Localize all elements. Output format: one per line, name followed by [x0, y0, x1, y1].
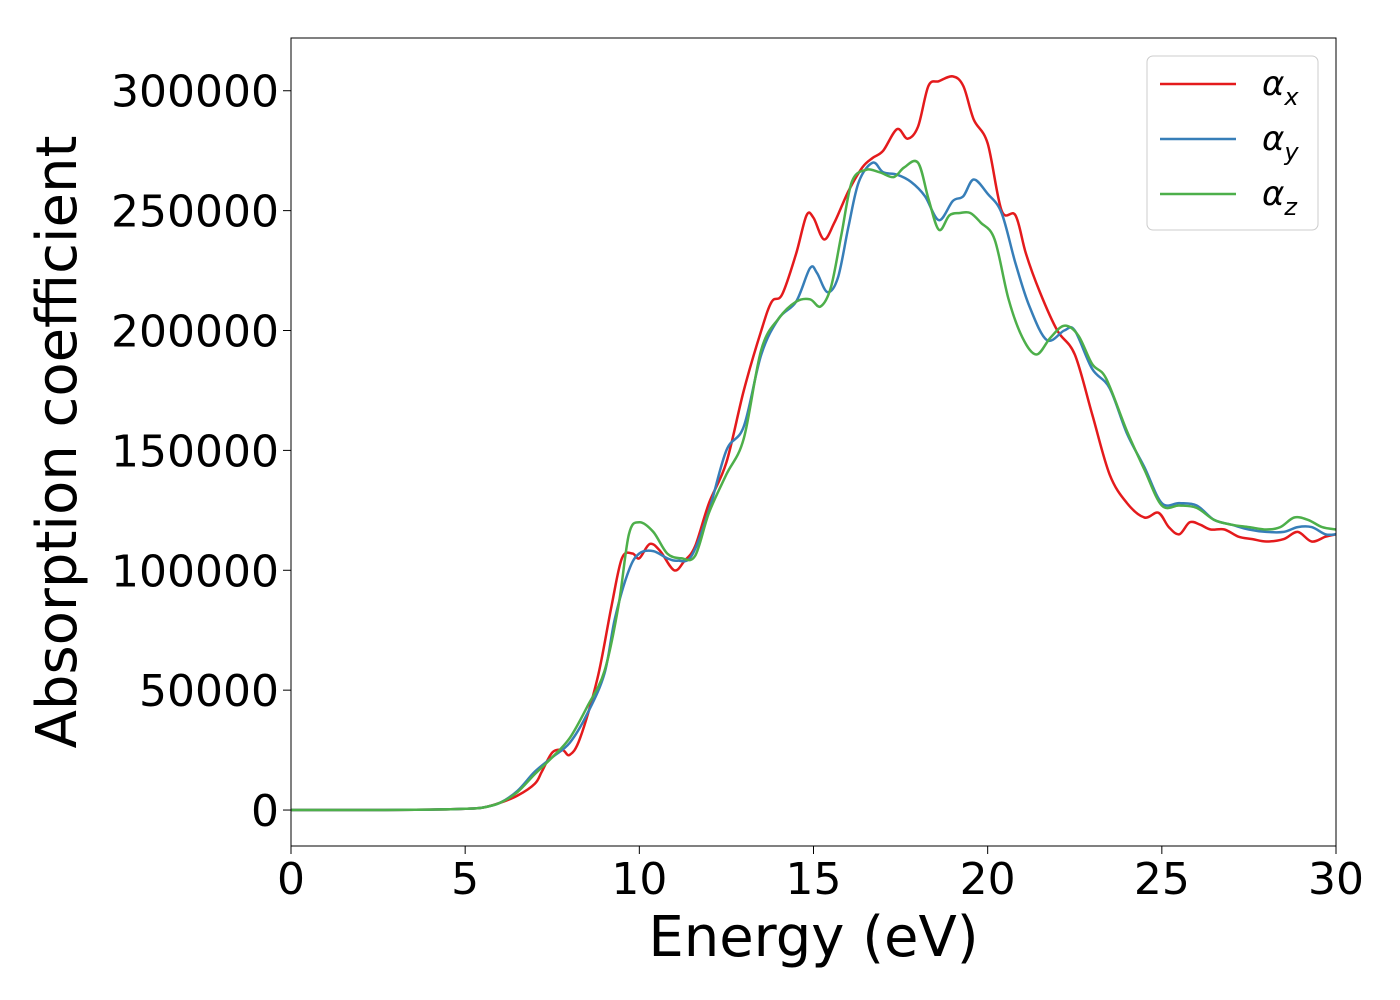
y-tick-label: 250000 — [111, 187, 279, 238]
y-tick-label: 50000 — [139, 666, 279, 717]
x-tick-label: 20 — [960, 854, 1016, 905]
legend-box — [1146, 55, 1319, 231]
x-tick-label: 5 — [451, 854, 479, 905]
series-layer — [290, 75, 1337, 812]
x-tick-label: 10 — [611, 854, 667, 905]
y-tick-label: 150000 — [111, 426, 279, 477]
series-line-z — [290, 159, 1337, 812]
series-line-x — [290, 75, 1337, 812]
x-tick-label: 0 — [277, 854, 305, 905]
y-axis: 0 50000 100000 150000 200000 250000 300000 — [111, 67, 291, 837]
x-tick-label: 15 — [786, 854, 842, 905]
x-tick-label: 25 — [1134, 854, 1190, 905]
legend-label-z: αz — [1262, 174, 1298, 221]
y-tick-label: 100000 — [111, 546, 279, 597]
y-tick-label: 0 — [251, 786, 279, 837]
series-line-y — [290, 161, 1337, 812]
y-tick-label: 300000 — [111, 67, 279, 118]
legend-label-y: αy — [1262, 119, 1299, 166]
x-axis: 0 5 10 15 20 25 30 — [277, 846, 1364, 905]
legend: αx αy αz — [1146, 55, 1319, 231]
x-axis-label: Energy (eV) — [648, 905, 978, 970]
x-tick-label: 30 — [1308, 854, 1364, 905]
y-axis-label: Absorption coefficient — [25, 136, 90, 749]
y-tick-label: 200000 — [111, 307, 279, 358]
legend-label-x: αx — [1262, 64, 1299, 111]
